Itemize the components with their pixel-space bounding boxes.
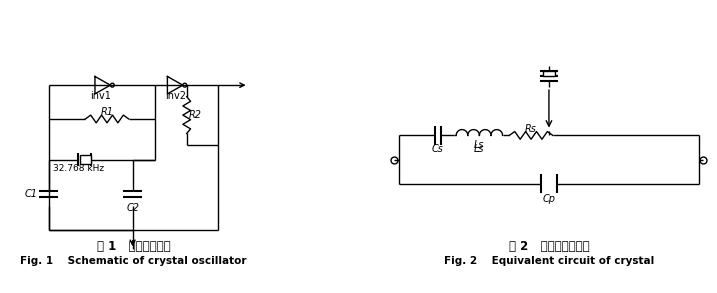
Text: inv2: inv2	[166, 91, 186, 101]
Text: C1: C1	[24, 189, 38, 199]
Text: R2: R2	[189, 110, 202, 120]
Bar	[543, 71, 555, 76]
Text: 图 2   晶体的等效电路: 图 2 晶体的等效电路	[508, 240, 589, 253]
Text: inv1: inv1	[90, 91, 111, 101]
Text: Fig. 1    Schematic of crystal oscillator: Fig. 1 Schematic of crystal oscillator	[20, 256, 247, 266]
Text: R1: R1	[100, 107, 113, 117]
Text: Fig. 2    Equivalent circuit of crystal: Fig. 2 Equivalent circuit of crystal	[444, 256, 654, 266]
Text: Ls: Ls	[474, 144, 485, 154]
Bar	[80, 155, 91, 164]
Text: C2: C2	[126, 203, 139, 213]
Text: 32.768 kHz: 32.768 kHz	[54, 164, 105, 173]
Text: Rs: Rs	[525, 124, 537, 134]
Text: Ls: Ls	[474, 140, 485, 150]
Text: 图 1   晶振整体电路: 图 1 晶振整体电路	[97, 240, 171, 253]
Text: Cp: Cp	[543, 194, 556, 204]
Text: Cs: Cs	[432, 144, 444, 154]
